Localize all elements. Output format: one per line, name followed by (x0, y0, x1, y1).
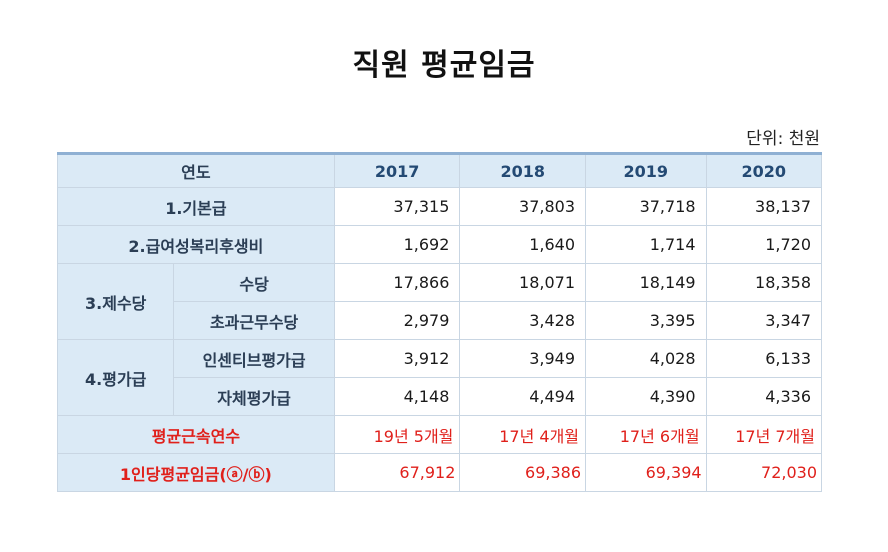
cell-avg-wage-2018: 69,386 (459, 453, 587, 492)
cell-basic-pay-2020: 38,137 (705, 187, 823, 226)
row-label-tenure: 평균근속연수 (57, 415, 335, 454)
cell-incentive-2017: 3,912 (333, 339, 461, 378)
row-label-basic-pay: 1.기본급 (57, 187, 335, 226)
cell-incentive-2019: 4,028 (585, 339, 707, 378)
cell-welfare-2018: 1,640 (459, 225, 587, 264)
cell-self-eval-2020: 4,336 (705, 377, 823, 416)
header-year-2017: 2017 (333, 152, 461, 188)
cell-overtime-2019: 3,395 (585, 301, 707, 340)
cell-avg-wage-2019: 69,394 (585, 453, 707, 492)
row-label-allowance: 수당 (173, 263, 335, 302)
row-label-overtime: 초과근무수당 (173, 301, 335, 340)
cell-allowance-2017: 17,866 (333, 263, 461, 302)
table-row-overtime: 초과근무수당 2,979 3,428 3,395 3,347 (58, 301, 823, 340)
table-row-incentive: 4.평가급 인센티브평가급 3,912 3,949 4,028 6,133 (56, 339, 823, 416)
wage-table: 연도 2017 2018 2019 2020 1.기본급 37,315 37,8… (56, 152, 823, 492)
table-row-welfare: 2.급여성복리후생비 1,692 1,640 1,714 1,720 (57, 225, 823, 264)
cell-avg-wage-2020: 72,030 (705, 453, 823, 492)
cell-self-eval-2019: 4,390 (585, 377, 707, 416)
cell-welfare-2017: 1,692 (333, 225, 461, 264)
cell-tenure-2018: 17년 4개월 (459, 415, 587, 454)
cell-tenure-2020: 17년 7개월 (705, 415, 823, 454)
cell-avg-wage-2017: 67,912 (333, 453, 461, 492)
cell-tenure-2019: 17년 6개월 (585, 415, 707, 454)
cell-welfare-2020: 1,720 (705, 225, 823, 264)
header-year-label: 연도 (57, 152, 335, 188)
cell-incentive-2018: 3,949 (459, 339, 587, 378)
group-label-performance: 4.평가급 (56, 339, 175, 416)
cell-overtime-2017: 2,979 (333, 301, 461, 340)
cell-allowance-2020: 18,358 (705, 263, 823, 302)
cell-incentive-2020: 6,133 (705, 339, 823, 378)
cell-welfare-2019: 1,714 (585, 225, 707, 264)
cell-tenure-2017: 19년 5개월 (333, 415, 461, 454)
cell-self-eval-2018: 4,494 (459, 377, 587, 416)
row-label-welfare: 2.급여성복리후생비 (57, 225, 335, 264)
header-year-2018: 2018 (459, 152, 587, 188)
row-label-incentive: 인센티브평가급 (173, 339, 335, 378)
page-title: 직원 평균임금 (352, 48, 536, 83)
cell-allowance-2019: 18,149 (585, 263, 707, 302)
row-label-avg-wage: 1인당평균임금(ⓐ/ⓑ) (57, 453, 335, 492)
cell-overtime-2020: 3,347 (705, 301, 823, 340)
cell-basic-pay-2019: 37,718 (585, 187, 707, 226)
header-row: 연도 2017 2018 2019 2020 (57, 152, 823, 188)
row-label-self-eval: 자체평가급 (173, 377, 335, 416)
header-year-2020: 2020 (705, 152, 823, 188)
unit-label: 단위: 천원 (746, 129, 820, 149)
table-row-basic-pay: 1.기본급 37,315 37,803 37,718 38,137 (57, 187, 823, 226)
cell-allowance-2018: 18,071 (459, 263, 587, 302)
table-row-self-eval: 자체평가급 4,148 4,494 4,390 4,336 (58, 377, 823, 416)
cell-overtime-2018: 3,428 (459, 301, 587, 340)
table-row-avg-wage: 1인당평균임금(ⓐ/ⓑ) 67,912 69,386 69,394 72,030 (57, 453, 823, 492)
group-label-allowances: 3.제수당 (56, 263, 175, 340)
cell-basic-pay-2018: 37,803 (459, 187, 587, 226)
table-row-tenure: 평균근속연수 19년 5개월 17년 4개월 17년 6개월 17년 7개월 (57, 415, 823, 454)
cell-self-eval-2017: 4,148 (333, 377, 461, 416)
header-year-2019: 2019 (585, 152, 707, 188)
table-row-allowance: 3.제수당 수당 17,866 18,071 18,149 18,358 (56, 263, 823, 340)
cell-basic-pay-2017: 37,315 (333, 187, 461, 226)
